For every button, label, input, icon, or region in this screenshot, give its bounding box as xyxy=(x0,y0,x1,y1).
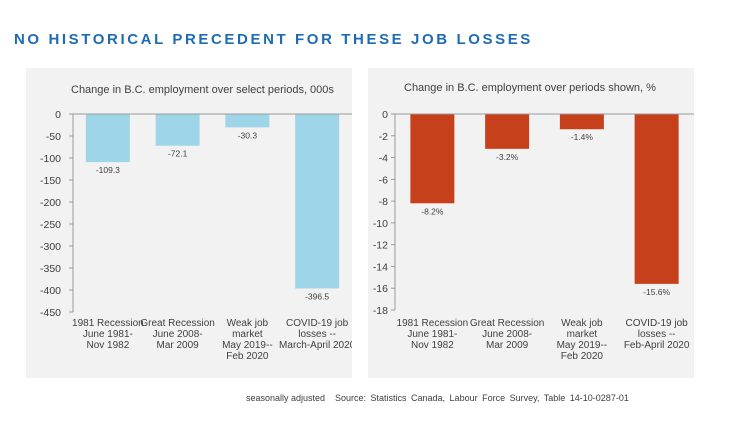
y-tick-label: 0 xyxy=(55,109,61,121)
chart-panel-employment-percent: Change in B.C. employment over periods s… xyxy=(368,68,694,378)
y-tick-label: -400 xyxy=(40,285,61,297)
y-tick-label: -350 xyxy=(40,263,61,275)
y-tick-label: -100 xyxy=(40,153,61,165)
category-label: COVID-19 job losses --March-April 2020 xyxy=(279,318,352,351)
y-tick-label: -300 xyxy=(40,241,61,253)
slide-title: NO HISTORICAL PRECEDENT FOR THESE JOB LO… xyxy=(14,31,533,48)
data-label: -30.3 xyxy=(238,130,258,140)
category-label: Weak job market May 2019--Feb 2020 xyxy=(557,318,608,362)
bar-2 xyxy=(155,114,200,146)
y-tick-label: -200 xyxy=(40,197,61,209)
y-tick-label: -250 xyxy=(40,219,61,231)
bar-4 xyxy=(634,114,679,284)
bar-2 xyxy=(485,114,530,149)
bar-3 xyxy=(225,114,270,128)
chart-panel-employment-000s: Change in B.C. employment over select pe… xyxy=(26,68,352,378)
y-tick-label: -2 xyxy=(379,131,388,143)
y-tick-label: -10 xyxy=(373,218,388,230)
footer-note: seasonally adjusted xyxy=(246,393,326,403)
bar-4 xyxy=(295,114,340,289)
data-label: -15.6% xyxy=(643,287,670,297)
data-label: -8.2% xyxy=(421,206,444,216)
y-tick-label: -12 xyxy=(373,240,388,252)
chart-title: Change in B.C. employment over periods s… xyxy=(404,82,656,94)
bar-3 xyxy=(559,114,604,130)
y-tick-label: -14 xyxy=(373,261,388,273)
category-label: COVID-19 job losses --Feb-April 2020 xyxy=(624,318,690,351)
y-tick-label: -18 xyxy=(373,305,388,317)
bar-1 xyxy=(85,114,130,163)
chart-employment-000s: Change in B.C. employment over select pe… xyxy=(40,84,352,362)
category-label: Great Recession June 2008-Mar 2009 xyxy=(470,318,544,351)
data-label: -1.4% xyxy=(571,132,594,142)
y-tick-label: -6 xyxy=(379,174,388,186)
data-label: -3.2% xyxy=(496,152,519,162)
data-label: -72.1 xyxy=(168,149,188,159)
footer-source: Source: Statistics Canada, Labour Force … xyxy=(335,393,629,403)
bar-1 xyxy=(410,114,455,204)
y-tick-label: -150 xyxy=(40,175,61,187)
chart-title: Change in B.C. employment over select pe… xyxy=(71,84,334,96)
y-tick-label: -50 xyxy=(46,131,61,143)
category-label: 1981 Recession June 1981-Nov 1982 xyxy=(397,318,469,351)
y-tick-label: 0 xyxy=(382,109,388,121)
category-label: Great Recession June 2008-Mar 2009 xyxy=(140,318,214,351)
data-label: -396.5 xyxy=(305,291,329,301)
y-tick-label: -450 xyxy=(40,307,61,319)
category-label: 1981 Recession June 1981-Nov 1982 xyxy=(72,318,144,351)
y-tick-label: -8 xyxy=(379,196,388,208)
y-tick-label: -4 xyxy=(379,153,388,165)
y-tick-label: -16 xyxy=(373,283,388,295)
data-label: -109.3 xyxy=(96,165,120,175)
category-label: Weak job market May 2019--Feb 2020 xyxy=(222,318,273,362)
chart-employment-percent: Change in B.C. employment over periods s… xyxy=(373,82,694,362)
